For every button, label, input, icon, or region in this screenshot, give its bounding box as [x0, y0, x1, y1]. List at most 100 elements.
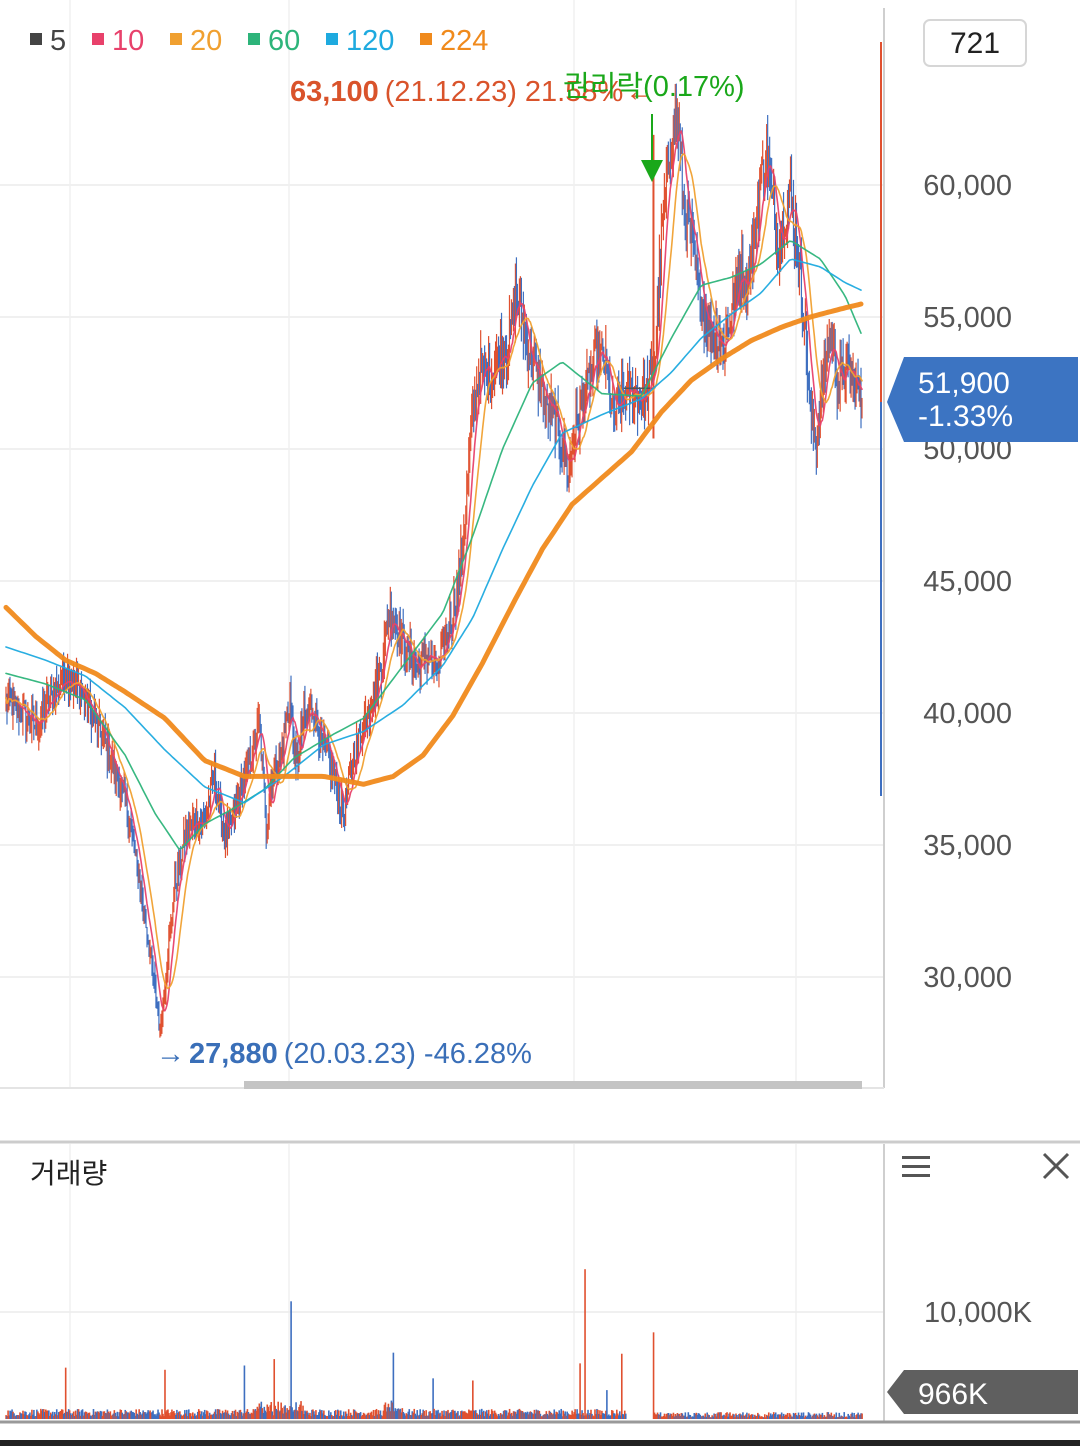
- volume-bar: [511, 1415, 514, 1419]
- volume-bar: [794, 1412, 797, 1419]
- volume-bar: [152, 1410, 154, 1419]
- volume-bar: [271, 1411, 274, 1419]
- volume-bar: [552, 1413, 555, 1419]
- volume-bar: [681, 1413, 684, 1419]
- horizontal-scrollbar[interactable]: [244, 1081, 862, 1089]
- volume-bar: [753, 1417, 755, 1419]
- volume-bar: [38, 1413, 40, 1419]
- volume-bar: [759, 1415, 761, 1419]
- volume-bar: [353, 1409, 356, 1419]
- volume-bar: [212, 1413, 215, 1419]
- volume-bar: [60, 1409, 63, 1419]
- volume-bar: [268, 1411, 271, 1419]
- volume-bar: [147, 1410, 149, 1419]
- volume-bar: [676, 1412, 679, 1419]
- volume-bar: [581, 1410, 583, 1419]
- volume-bar: [69, 1413, 72, 1419]
- volume-bar: [515, 1413, 518, 1419]
- volume-bar: [188, 1409, 190, 1419]
- volume-bar: [795, 1414, 798, 1419]
- volume-bar: [386, 1407, 389, 1419]
- volume-bar: [262, 1412, 265, 1419]
- volume-bar: [819, 1414, 822, 1419]
- volume-bar: [30, 1415, 32, 1419]
- volume-bar: [792, 1412, 795, 1419]
- volume-bar: [318, 1412, 320, 1419]
- volume-bar: [487, 1409, 490, 1419]
- volume-bar: [732, 1413, 734, 1419]
- volume-bar: [751, 1414, 753, 1419]
- volume-bar: [395, 1410, 398, 1419]
- volume-bar: [467, 1413, 469, 1419]
- volume-bar: [624, 1413, 627, 1419]
- volume-bar: [509, 1413, 512, 1419]
- volume-bar: [756, 1415, 758, 1419]
- volume-bar: [749, 1415, 751, 1419]
- volume-bar: [48, 1415, 51, 1419]
- volume-bar: [380, 1415, 383, 1419]
- volume-bar: [686, 1416, 689, 1419]
- volume-bar: [484, 1411, 487, 1419]
- volume-bar: [772, 1412, 775, 1419]
- volume-bar: [108, 1413, 111, 1419]
- volume-bar: [18, 1415, 20, 1419]
- volume-bar: [39, 1414, 41, 1419]
- volume-bar: [309, 1412, 311, 1419]
- volume-bar: [140, 1414, 142, 1419]
- volume-bar: [589, 1412, 591, 1419]
- volume-bar: [562, 1410, 564, 1419]
- volume-bar: [761, 1416, 763, 1419]
- volume-bar: [313, 1411, 315, 1419]
- volume-bar: [56, 1415, 59, 1419]
- volume-bar: [608, 1414, 610, 1419]
- volume-bar: [841, 1416, 844, 1419]
- volume-bar: [171, 1409, 173, 1419]
- volume-bar: [110, 1415, 113, 1419]
- volume-bar: [425, 1410, 427, 1419]
- menu-icon[interactable]: [902, 1156, 930, 1177]
- volume-bar: [279, 1410, 281, 1419]
- volume-bar: [510, 1412, 513, 1419]
- volume-bar: [492, 1413, 495, 1419]
- volume-bar: [411, 1411, 414, 1419]
- volume-bar: [192, 1415, 195, 1419]
- volume-bar: [455, 1413, 457, 1419]
- volume-bar: [193, 1413, 196, 1419]
- volume-bar: [186, 1409, 188, 1419]
- price-panel-bg: [0, 0, 884, 1084]
- volume-bar: [388, 1407, 391, 1419]
- volume-bar: [707, 1414, 709, 1419]
- volume-bar: [503, 1410, 506, 1419]
- volume-bar: [590, 1409, 592, 1419]
- volume-bar: [561, 1416, 564, 1419]
- volume-bar: [118, 1412, 121, 1419]
- volume-bar: [576, 1409, 578, 1419]
- volume-bar: [9, 1410, 11, 1419]
- volume-bar: [300, 1401, 302, 1419]
- volume-bar: [621, 1413, 624, 1419]
- volume-bar: [8, 1415, 10, 1419]
- period-badge[interactable]: [923, 19, 1027, 67]
- volume-bar: [488, 1415, 491, 1419]
- volume-bar: [501, 1414, 504, 1419]
- volume-bar: [66, 1411, 69, 1419]
- volume-bar: [769, 1413, 772, 1419]
- volume-bar: [504, 1410, 507, 1419]
- volume-bar: [685, 1417, 688, 1419]
- volume-bar: [587, 1409, 589, 1419]
- volume-bar: [200, 1411, 203, 1419]
- volume-bar: [611, 1410, 613, 1419]
- volume-bar: [799, 1415, 802, 1419]
- volume-bar: [715, 1416, 717, 1419]
- volume-bar: [293, 1410, 295, 1419]
- volume-bar: [582, 1413, 584, 1419]
- volume-bar: [376, 1414, 379, 1419]
- volume-bar: [815, 1413, 818, 1419]
- volume-bar: [600, 1415, 602, 1419]
- volume-bar: [551, 1414, 554, 1419]
- volume-bar: [491, 1410, 494, 1419]
- volume-bar: [833, 1414, 836, 1419]
- volume-bar: [816, 1415, 819, 1419]
- close-icon[interactable]: [1042, 1152, 1070, 1180]
- volume-bar: [277, 1401, 279, 1419]
